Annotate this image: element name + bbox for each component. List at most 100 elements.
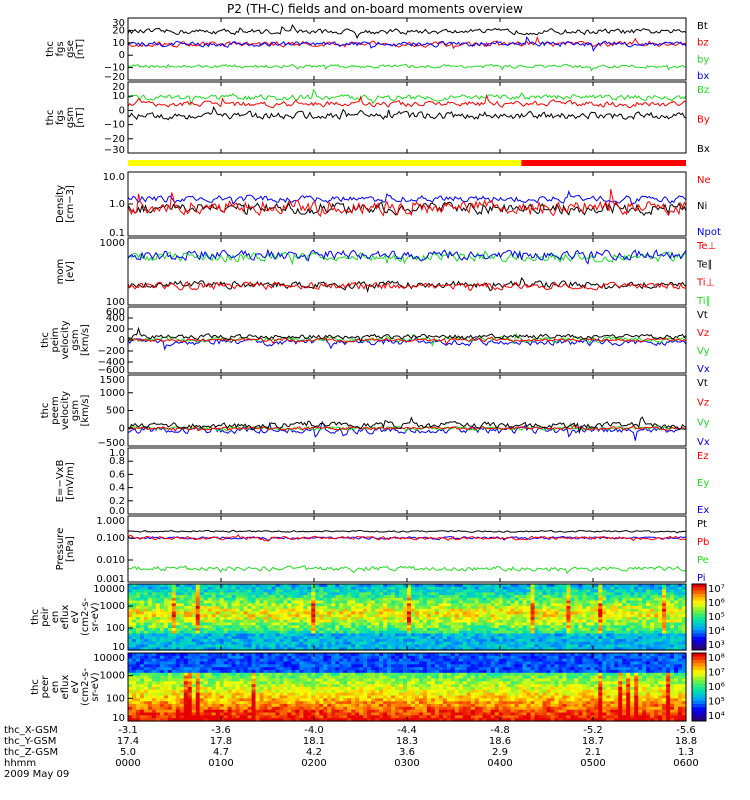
heatmap-cell <box>187 712 193 716</box>
heatmap-cell <box>259 701 265 705</box>
heatmap-cell <box>235 664 241 668</box>
heatmap-cell <box>179 701 185 705</box>
heatmap-cell <box>331 661 336 665</box>
heatmap-cell <box>136 712 141 716</box>
heatmap-cell <box>415 589 420 593</box>
heatmap-cell <box>299 636 304 640</box>
heatmap-cell <box>136 606 141 610</box>
heatmap-cell <box>251 608 257 613</box>
heatmap-cell <box>295 589 300 593</box>
heatmap-cell <box>658 584 663 588</box>
heatmap-cell <box>275 675 281 680</box>
heatmap-cell <box>526 611 532 615</box>
heatmap-cell <box>331 695 336 699</box>
heatmap-cell <box>187 597 193 602</box>
heatmap-cell <box>526 644 532 648</box>
heatmap-cell <box>203 644 209 648</box>
heatmap-cell <box>239 684 245 688</box>
heatmap-cell <box>586 608 591 613</box>
heatmap-cell <box>379 586 384 591</box>
heatmap-cell <box>682 597 687 602</box>
heatmap-cell <box>558 589 564 593</box>
heatmap-cell <box>626 600 631 604</box>
heatmap-cell <box>371 611 376 615</box>
heatmap-cell <box>582 614 587 618</box>
heatmap-cell <box>323 597 328 602</box>
heatmap-cell <box>634 647 639 651</box>
heatmap-cell <box>207 706 213 711</box>
heatmap-cell <box>466 600 472 604</box>
heatmap-cell <box>159 675 165 680</box>
heatmap-cell <box>538 622 544 626</box>
heatmap-cell <box>379 592 384 596</box>
heatmap-cell <box>323 639 328 643</box>
heatmap-cell <box>275 600 281 604</box>
heatmap-cell <box>403 608 408 613</box>
heatmap-cell <box>191 628 197 632</box>
heatmap-cell <box>359 647 364 651</box>
heatmap-cell <box>582 611 587 615</box>
heatmap-cell <box>450 633 456 637</box>
heatmap-cell <box>179 589 185 593</box>
heatmap-cell <box>163 614 169 618</box>
heatmap-cell <box>287 715 292 719</box>
heatmap-cell <box>128 664 133 668</box>
y-tick-label: 30 <box>112 18 125 29</box>
heatmap-cell <box>211 655 217 660</box>
heatmap-cell <box>339 687 344 691</box>
heatmap-cell <box>283 701 288 705</box>
heatmap-cell <box>283 619 288 624</box>
heatmap-cell <box>498 614 504 618</box>
heatmap-cell <box>454 630 460 635</box>
heatmap-cell <box>678 633 683 637</box>
heatmap-cell <box>211 718 217 722</box>
heatmap-cell <box>251 675 257 680</box>
heatmap-cell <box>295 706 300 711</box>
heatmap-cell <box>642 636 647 640</box>
heatmap-cell <box>283 606 288 610</box>
heatmap-cell <box>203 622 209 626</box>
heatmap-cell <box>347 625 352 629</box>
heatmap-cell <box>642 628 647 632</box>
heatmap-cell <box>634 600 639 604</box>
heatmap-cell <box>175 698 181 702</box>
heatmap-cell <box>255 647 261 651</box>
heatmap-cell <box>351 622 356 626</box>
heatmap-cell <box>582 589 587 593</box>
heatmap-cell <box>295 658 300 663</box>
heatmap-cell <box>375 647 380 651</box>
heatmap-cell <box>470 644 476 648</box>
heatmap-cell <box>614 611 619 615</box>
heatmap-cell <box>243 678 249 682</box>
heatmap-cell <box>666 586 671 591</box>
heatmap-cell <box>167 718 173 722</box>
heatmap-cell <box>462 644 468 648</box>
heatmap-cell <box>267 701 273 705</box>
heatmap-cell <box>231 614 237 618</box>
heatmap-cell <box>203 614 209 618</box>
heatmap-cell <box>474 622 480 626</box>
heatmap-cell <box>159 695 165 699</box>
heatmap-cell <box>215 589 221 593</box>
heatmap-cell <box>347 633 352 637</box>
heatmap-cell <box>383 584 388 588</box>
heatmap-cell <box>191 641 197 646</box>
heatmap-cell <box>307 706 312 711</box>
heatmap-cell <box>506 584 512 588</box>
heatmap-cell <box>299 704 304 708</box>
heatmap-cell <box>231 595 237 599</box>
heatmap-cell <box>187 689 193 694</box>
heatmap-cell <box>522 611 528 615</box>
heatmap-cell <box>311 698 316 702</box>
heatmap-cell <box>403 614 408 618</box>
heatmap-cell <box>279 692 285 697</box>
heatmap-cell <box>319 718 324 722</box>
heatmap-cell <box>610 647 615 651</box>
heatmap-cell <box>335 647 340 651</box>
heatmap-cell <box>231 592 237 596</box>
heatmap-cell <box>136 675 141 680</box>
heatmap-cell <box>578 586 583 591</box>
heatmap-cell <box>666 633 671 637</box>
heatmap-cell <box>163 681 169 685</box>
heatmap-cell <box>602 592 607 596</box>
